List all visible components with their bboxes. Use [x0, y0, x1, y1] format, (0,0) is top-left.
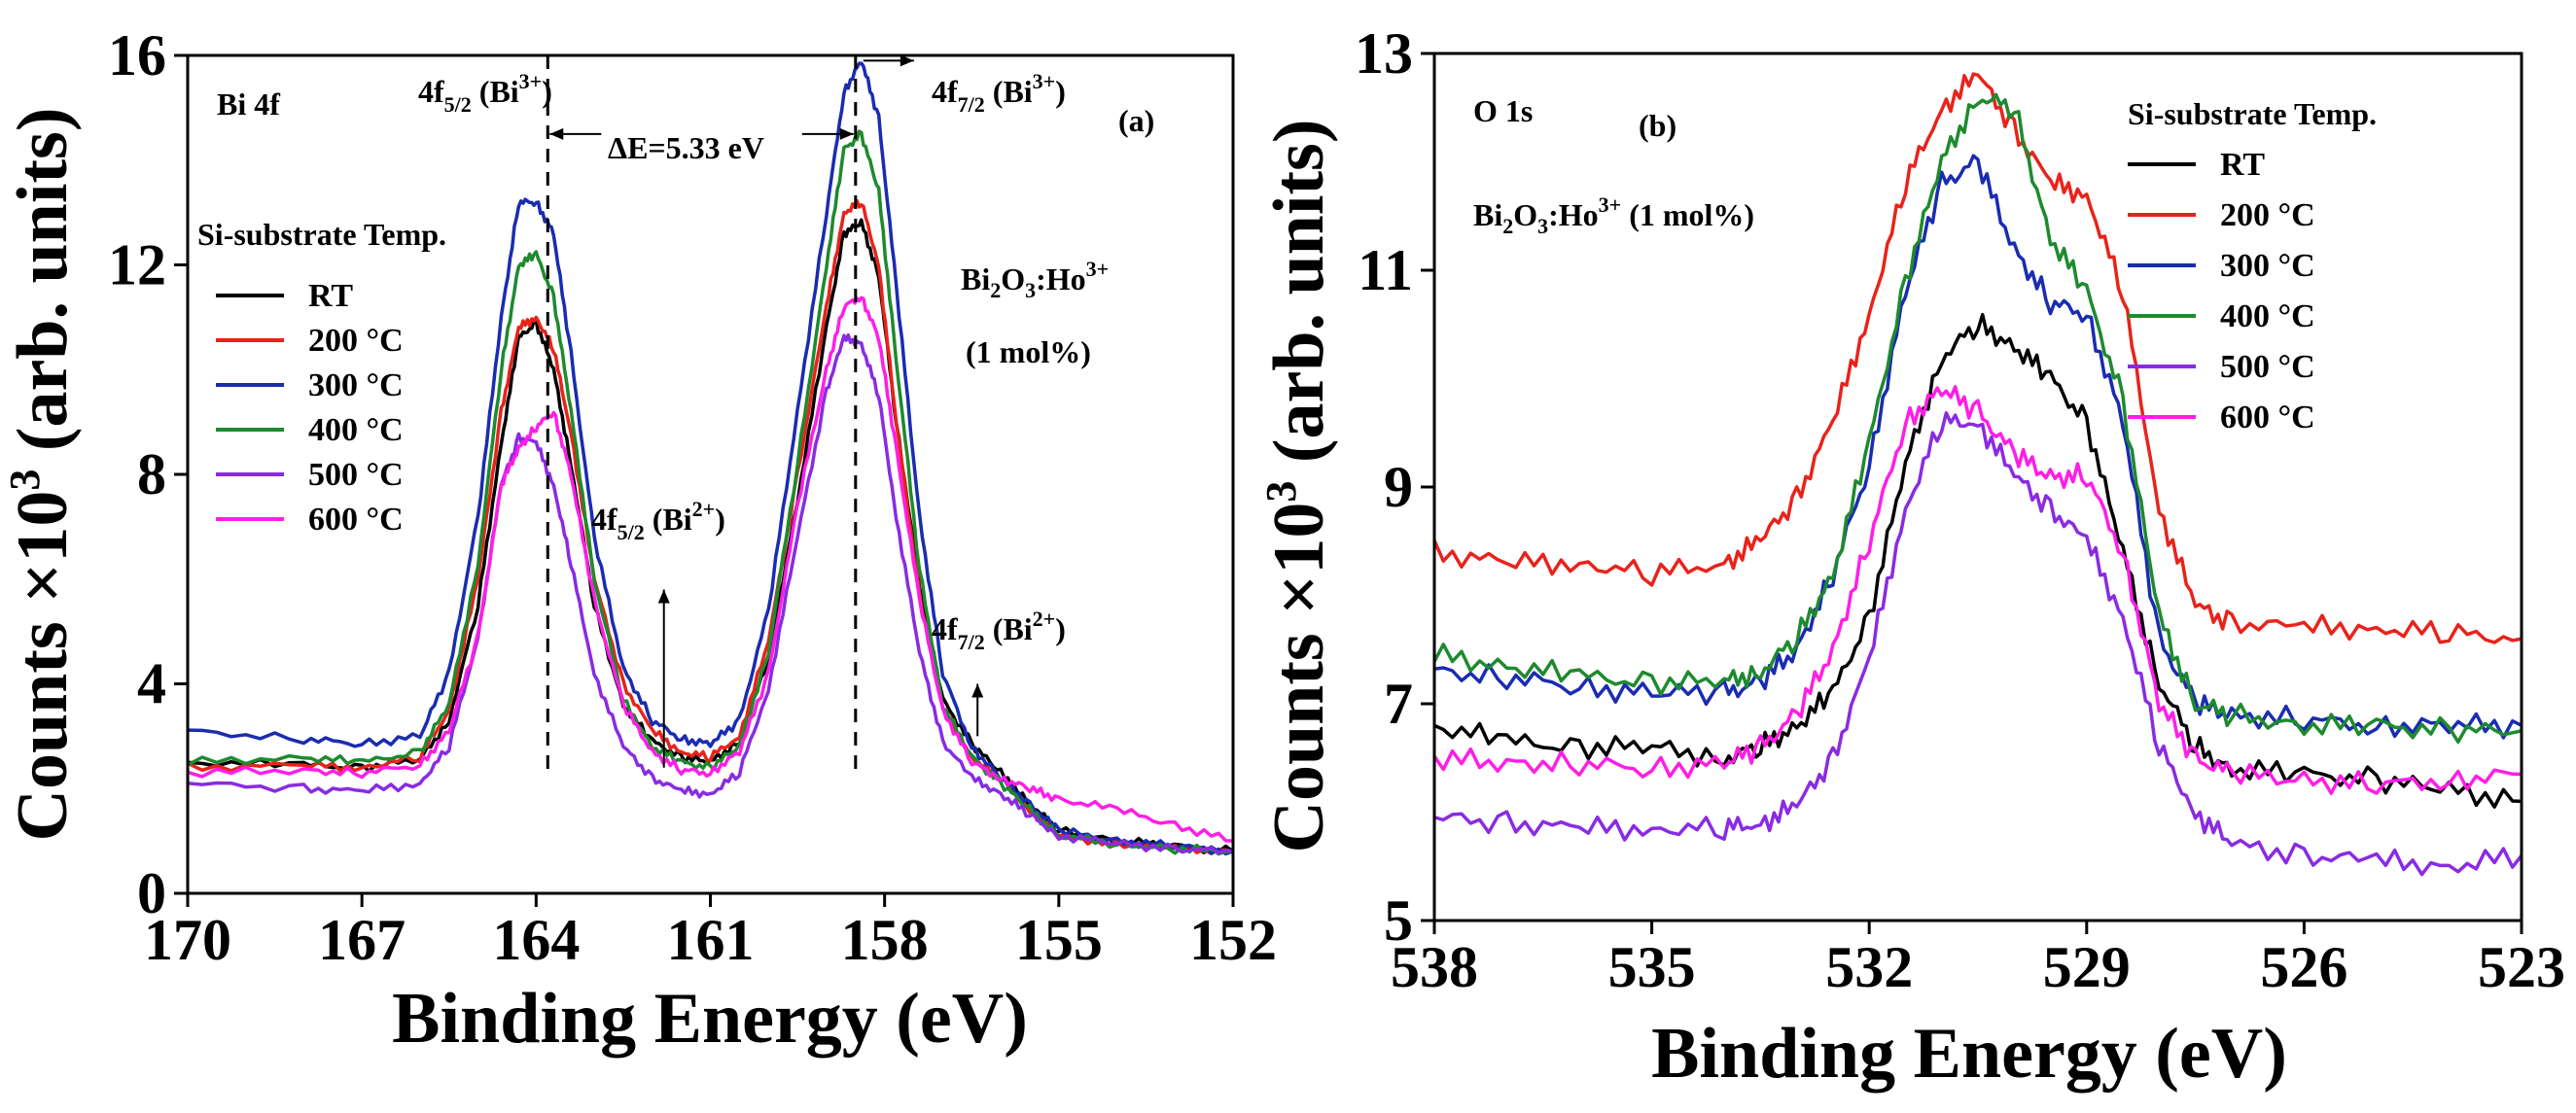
series-line-b-4 — [1433, 411, 2523, 877]
x-tick-label: 161 — [667, 908, 755, 972]
series-line-a-5 — [187, 296, 1234, 843]
peak-label-4f72-bi3: 4f7/2 (Bi3+) — [932, 69, 1066, 117]
panel-b-o1s: 538 535 532 529 526 523 5 7 9 11 13 O 1s (b) Bi2O3… — [1257, 21, 2565, 1094]
legend-entry: 200 °C — [2220, 197, 2315, 233]
panel-b-curves — [1432, 72, 2523, 877]
panel-b-frame — [1432, 52, 2523, 922]
y-tick-label: 7 — [1384, 672, 1413, 736]
x-tick-label: 532 — [1825, 935, 1913, 999]
panel-a-ylabel: Counts ×103 (arb. units) — [1, 108, 83, 842]
panel-b-ticks: 538 535 532 529 526 523 5 7 9 11 13 — [1355, 21, 2565, 999]
arrowhead — [839, 127, 854, 140]
panel-a-guides — [546, 54, 984, 774]
series-line-b-3 — [1432, 92, 2523, 745]
y-tick-label: 8 — [137, 442, 166, 506]
panel-b-legend: RT 200 °C 300 °C 400 °C 500 °C 600 °C — [2128, 147, 2315, 435]
legend-entry: 400 °C — [2220, 298, 2315, 334]
x-tick-label: 170 — [144, 908, 231, 972]
y-tick-label: 9 — [1384, 455, 1413, 519]
arrowhead — [657, 589, 670, 604]
series-line-b-1 — [1432, 72, 2523, 644]
legend-entry: 400 °C — [308, 412, 404, 448]
y-tick-label: 0 — [137, 861, 166, 925]
panel-a-core-level: Bi 4f — [217, 87, 280, 122]
legend-entry: 600 °C — [308, 502, 404, 538]
panel-b-sample: Bi2O3:Ho3+ (1 mol%) — [1473, 192, 1754, 238]
peak-label-4f52-bi3: 4f5/2 (Bi3+) — [418, 69, 552, 117]
legend-entry: RT — [308, 278, 353, 314]
y-tick-label: 13 — [1355, 21, 1413, 86]
panel-a-bi4f: 170 167 164 161 158 155 152 0 4 8 12 16 Bi 4f (a) 4… — [1, 23, 1277, 1059]
series-line-b-5 — [1432, 385, 2523, 795]
y-tick-label: 12 — [108, 233, 166, 297]
x-tick-label: 152 — [1189, 908, 1277, 972]
legend-entry: 200 °C — [308, 323, 404, 359]
panel-b-core-level: O 1s — [1473, 93, 1533, 128]
y-tick-label: 11 — [1358, 238, 1413, 302]
y-tick-label: 16 — [108, 23, 166, 87]
y-tick-label: 4 — [137, 652, 166, 716]
legend-entry: 500 °C — [2220, 349, 2315, 385]
panel-a-frame — [186, 53, 1235, 895]
y-tick-label: 5 — [1384, 888, 1413, 953]
series-line-b-2 — [1433, 154, 2523, 740]
panel-a-label: (a) — [1118, 103, 1154, 138]
legend-entry: 500 °C — [308, 457, 404, 493]
x-tick-label: 158 — [841, 908, 929, 972]
x-tick-label: 164 — [492, 908, 580, 972]
panel-a-xlabel: Binding Energy (eV) — [392, 979, 1028, 1059]
x-tick-label: 529 — [2043, 935, 2131, 999]
x-tick-label: 526 — [2260, 935, 2347, 999]
x-tick-label: 523 — [2478, 935, 2565, 999]
panel-b-legend-title: Si-substrate Temp. — [2128, 96, 2377, 131]
legend-entry: 600 °C — [2220, 400, 2315, 435]
peak-label-4f52-bi2: 4f5/2 (Bi2+) — [591, 497, 725, 544]
legend-entry: RT — [2220, 147, 2265, 183]
panel-a-ticks: 170 167 164 161 158 155 152 0 4 8 12 16 — [108, 23, 1277, 972]
legend-entry: 300 °C — [2220, 248, 2315, 284]
panel-b-ylabel: Counts ×103 (arb. units) — [1257, 120, 1339, 853]
panel-b-label: (b) — [1639, 108, 1676, 143]
panel-b-xlabel: Binding Energy (eV) — [1651, 1014, 2287, 1094]
peak-label-4f72-bi2: 4f7/2 (Bi2+) — [932, 607, 1066, 654]
x-tick-label: 538 — [1391, 935, 1478, 999]
arrowhead — [900, 54, 914, 67]
panel-a-sample-conc: (1 mol%) — [966, 334, 1091, 369]
panel-a-legend: RT 200 °C 300 °C 400 °C 500 °C 600 °C — [216, 278, 404, 538]
arrowhead — [549, 127, 564, 140]
x-tick-label: 155 — [1015, 908, 1103, 972]
series-line-a-2 — [187, 61, 1234, 856]
x-tick-label: 167 — [318, 908, 406, 972]
arrowhead — [971, 683, 984, 698]
legend-entry: 300 °C — [308, 367, 404, 403]
panel-a-sample: Bi2O3:Ho3+ — [961, 257, 1109, 302]
panel-a-legend-title: Si-substrate Temp. — [197, 217, 446, 252]
panel-a-curves — [187, 61, 1235, 856]
delta-e-label: ΔE=5.33 eV — [608, 130, 764, 165]
x-tick-label: 535 — [1608, 935, 1696, 999]
